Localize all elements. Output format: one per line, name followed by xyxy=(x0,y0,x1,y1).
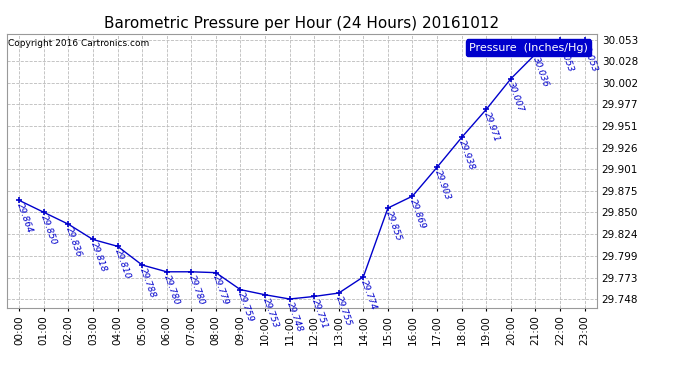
Pressure  (Inches/Hg) xyxy=(64,222,72,226)
Text: 29.748: 29.748 xyxy=(285,300,304,333)
Pressure  (Inches/Hg) xyxy=(433,165,441,170)
Pressure  (Inches/Hg) xyxy=(39,210,48,214)
Text: 29.780: 29.780 xyxy=(187,273,206,306)
Text: 29.818: 29.818 xyxy=(88,241,108,274)
Text: 29.751: 29.751 xyxy=(310,298,329,331)
Pressure  (Inches/Hg) xyxy=(261,292,269,297)
Text: 29.788: 29.788 xyxy=(138,266,157,299)
Pressure  (Inches/Hg) xyxy=(384,206,392,210)
Text: Copyright 2016 Cartronics.com: Copyright 2016 Cartronics.com xyxy=(8,39,149,48)
Pressure  (Inches/Hg) xyxy=(236,287,244,292)
Text: 29.869: 29.869 xyxy=(408,198,428,230)
Text: 29.864: 29.864 xyxy=(15,202,34,235)
Text: 30.053: 30.053 xyxy=(555,41,575,74)
Pressure  (Inches/Hg) xyxy=(359,274,368,279)
Text: 29.779: 29.779 xyxy=(212,274,231,307)
Text: 29.903: 29.903 xyxy=(433,169,452,201)
Text: 29.971: 29.971 xyxy=(482,111,501,144)
Text: 29.753: 29.753 xyxy=(261,296,280,329)
Pressure  (Inches/Hg) xyxy=(457,135,466,140)
Text: 30.036: 30.036 xyxy=(531,56,551,88)
Pressure  (Inches/Hg) xyxy=(163,270,171,274)
Text: 29.780: 29.780 xyxy=(162,273,181,306)
Text: 29.755: 29.755 xyxy=(335,294,354,327)
Text: 30.007: 30.007 xyxy=(506,80,526,113)
Text: 29.810: 29.810 xyxy=(113,248,132,280)
Text: 30.053: 30.053 xyxy=(580,41,600,74)
Pressure  (Inches/Hg) xyxy=(187,270,195,274)
Text: 29.774: 29.774 xyxy=(359,278,378,311)
Pressure  (Inches/Hg) xyxy=(408,194,417,198)
Pressure  (Inches/Hg) xyxy=(138,263,146,267)
Pressure  (Inches/Hg) xyxy=(89,237,97,242)
Pressure  (Inches/Hg) xyxy=(531,52,540,56)
Legend: Pressure  (Inches/Hg): Pressure (Inches/Hg) xyxy=(466,39,591,56)
Text: 29.836: 29.836 xyxy=(64,226,83,258)
Pressure  (Inches/Hg) xyxy=(580,38,589,42)
Text: 29.850: 29.850 xyxy=(39,214,59,246)
Title: Barometric Pressure per Hour (24 Hours) 20161012: Barometric Pressure per Hour (24 Hours) … xyxy=(104,16,500,31)
Pressure  (Inches/Hg) xyxy=(556,38,564,42)
Pressure  (Inches/Hg) xyxy=(335,291,343,295)
Text: 29.938: 29.938 xyxy=(457,139,477,172)
Line: Pressure  (Inches/Hg): Pressure (Inches/Hg) xyxy=(16,36,588,303)
Pressure  (Inches/Hg) xyxy=(286,297,294,301)
Pressure  (Inches/Hg) xyxy=(482,107,491,112)
Pressure  (Inches/Hg) xyxy=(113,244,121,249)
Text: 29.759: 29.759 xyxy=(236,291,255,324)
Pressure  (Inches/Hg) xyxy=(310,294,318,299)
Pressure  (Inches/Hg) xyxy=(212,270,220,275)
Pressure  (Inches/Hg) xyxy=(15,198,23,202)
Pressure  (Inches/Hg) xyxy=(506,76,515,81)
Text: 29.855: 29.855 xyxy=(384,209,403,242)
